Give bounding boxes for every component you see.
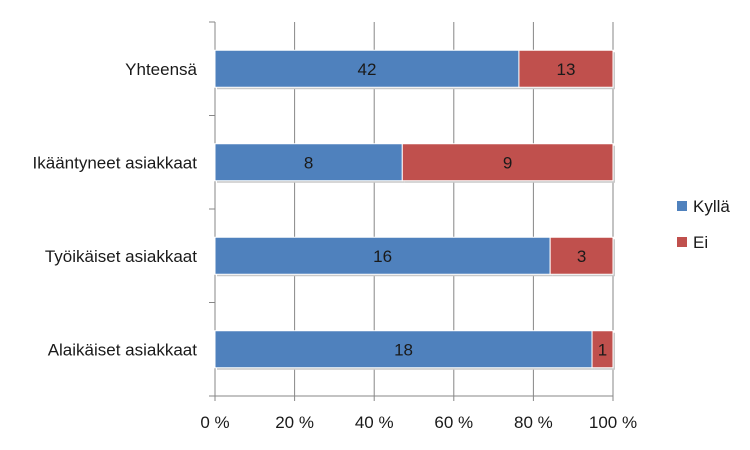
data-label: 8 [304,153,313,172]
data-label: 18 [394,340,413,359]
x-tick-label: 0 % [200,413,229,432]
bar-ei [518,49,614,88]
data-label: 9 [503,153,512,172]
bar-ei [591,330,614,369]
bar-kyllä [214,330,593,369]
category-label: Ikääntyneet asiakkaat [33,153,198,172]
data-label: 3 [577,247,586,266]
data-label: 42 [358,60,377,79]
legend-label: Kyllä [693,197,730,216]
x-tick-label: 100 % [589,413,637,432]
data-label: 1 [598,340,607,359]
category-label: Alaikäiset asiakkaat [48,340,198,359]
bar-ei [401,143,614,182]
x-tick-label: 40 % [355,413,394,432]
x-tick-label: 80 % [514,413,553,432]
bar-kyllä [214,236,551,275]
category-label: Työikäiset asiakkaat [45,247,197,266]
bar-kyllä [214,143,403,182]
legend: Kyllä Ei [677,197,730,252]
category-label: Yhteensä [125,60,197,79]
bars [214,49,615,370]
legend-swatch-kyllä [677,201,687,211]
data-label: 16 [373,247,392,266]
legend-label: Ei [693,233,708,252]
bar-ei [549,236,614,275]
x-tick-label: 20 % [275,413,314,432]
data-label: 13 [557,60,576,79]
x-tick-label: 60 % [434,413,473,432]
legend-swatch-ei [677,237,687,247]
